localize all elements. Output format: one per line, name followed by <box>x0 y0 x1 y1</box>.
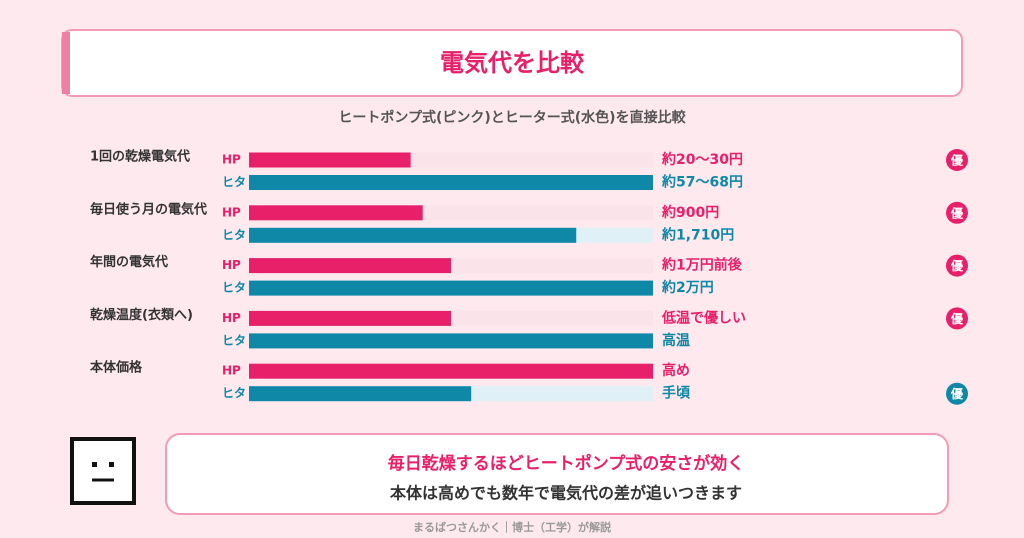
series-label: ヒタ <box>222 333 246 347</box>
row-label: 毎日使う月の電気代 <box>90 201 207 217</box>
bar <box>249 333 653 349</box>
series-label: ヒタ <box>222 386 246 400</box>
bar <box>249 386 472 402</box>
value-label: 約1,710円 <box>661 226 734 243</box>
series-label: HP <box>222 153 241 167</box>
note-line1: 毎日乾燥するほどヒートポンプ式の安さが効く <box>388 453 745 474</box>
badge-text: 優 <box>950 386 964 401</box>
row-label: 乾燥温度(衣類へ) <box>90 307 193 323</box>
note-line2: 本体は高めでも数年で電気代の差が追いつきます <box>389 484 742 503</box>
footer: まるばつさんかく｜博士（工学）が解説 <box>413 520 611 534</box>
badge-text: 優 <box>950 205 964 220</box>
series-label: HP <box>222 258 241 272</box>
bar <box>249 152 411 168</box>
value-label: 約900円 <box>661 204 719 221</box>
bar <box>249 227 577 243</box>
row-label: 1回の乾燥電気代 <box>90 149 190 165</box>
badge-text: 優 <box>950 153 964 168</box>
note-box <box>165 433 949 515</box>
series-label: HP <box>222 205 241 219</box>
bar <box>249 363 653 379</box>
badge-text: 優 <box>950 258 964 273</box>
series-label: ヒタ <box>222 175 246 189</box>
series-label: HP <box>222 364 241 378</box>
eye <box>92 462 97 467</box>
value-label: 高温 <box>662 332 690 349</box>
series-label: HP <box>222 311 241 325</box>
eye <box>109 462 114 467</box>
subtitle: ヒートポンプ式(ピンク)とヒーター式(水色)を直接比較 <box>338 109 686 126</box>
badge-text: 優 <box>950 311 964 326</box>
row-label: 本体価格 <box>89 360 143 376</box>
value-label: 約57〜68円 <box>661 174 743 191</box>
bar <box>249 310 451 326</box>
row-label: 年間の電気代 <box>90 254 168 270</box>
title: 電気代を比較 <box>440 49 585 77</box>
value-label: 高め <box>662 362 690 379</box>
badge <box>946 307 968 330</box>
value-label: 手頃 <box>662 385 691 402</box>
series-label: ヒタ <box>222 281 246 295</box>
face-box <box>70 437 136 505</box>
badge <box>946 254 968 277</box>
bar <box>249 280 653 296</box>
badge <box>946 382 968 405</box>
value-label: 低温で優しい <box>661 309 746 326</box>
face-icon <box>70 437 136 505</box>
value-label: 約2万円 <box>661 279 714 296</box>
title-accent <box>62 32 70 94</box>
value-label: 約20〜30円 <box>661 151 743 168</box>
bar <box>249 258 451 274</box>
badge <box>946 149 968 171</box>
bar <box>249 175 653 190</box>
badge <box>946 201 968 224</box>
bar <box>249 205 423 221</box>
value-label: 約1万円前後 <box>661 257 743 274</box>
series-label: ヒタ <box>222 228 246 242</box>
